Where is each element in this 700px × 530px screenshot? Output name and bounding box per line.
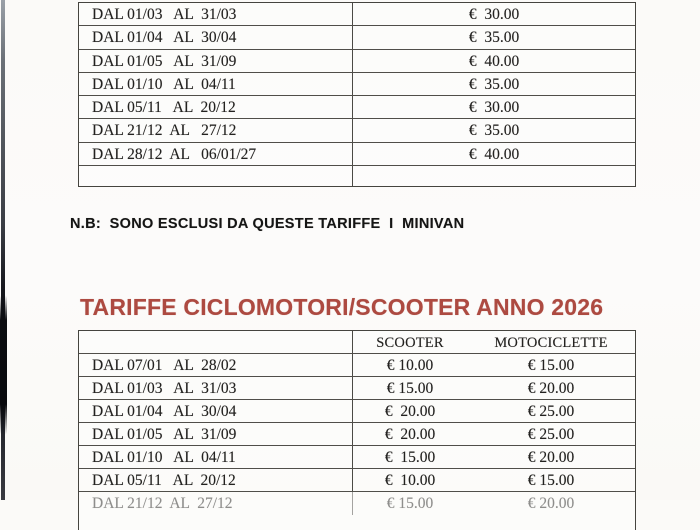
scooter-tariff-heading: TARIFFE CICLOMOTORI/SCOOTER ANNO 2026 (80, 294, 604, 320)
table-row: DAL 21/12 AL 27/12 € 15.00 € 20.00 (79, 492, 635, 515)
cell-period: DAL 21/12 AL 27/12 (79, 492, 353, 515)
cell-price: € 40.00 (468, 52, 520, 70)
cell-price: € 35.00 (468, 29, 520, 47)
scanner-edge-shadow (1, 0, 5, 500)
table-header-row: SCOOTER MOTOCICLETTE (79, 331, 635, 354)
header-cell-period (79, 331, 353, 353)
scooter-tariff-table: SCOOTER MOTOCICLETTE DAL 07/01 AL 28/02 €… (78, 330, 636, 530)
cell-price: € 35.00 (468, 122, 520, 140)
cell-price: € 30.00 (468, 6, 520, 23)
cell-period: DAL 01/04 AL 30/04 (79, 26, 353, 49)
cell-price: € 40.00 (468, 145, 520, 163)
cell-moto: € 15.00 (527, 472, 575, 489)
cell-moto: € 25.00 (527, 403, 575, 420)
cell-period: DAL 01/04 AL 30/04 (79, 400, 353, 422)
cell-period: DAL 21/12 AL 27/12 (79, 119, 353, 142)
header-cell-motociclette: MOTOCICLETTE (494, 335, 608, 351)
minivan-exclusion-note: N.B: SONO ESCLUSI DA QUESTE TARIFFE I MI… (70, 216, 465, 232)
cell-period: DAL 01/10 AL 04/11 (79, 446, 353, 468)
cell-period: DAL 05/11 AL 20/12 (79, 96, 353, 119)
cell-scooter: € 15.00 (386, 495, 434, 512)
table-row (79, 166, 635, 187)
cell-period: DAL 28/12 AL 06/01/27 (79, 142, 353, 166)
cell-moto: € 25.00 (527, 426, 575, 443)
cell-period: DAL 01/05 AL 31/09 (79, 423, 353, 445)
cell-price: € 30.00 (468, 99, 520, 117)
table-row: DAL 01/04 AL 30/04 € 20.00 € 25.00 (79, 400, 635, 423)
scanner-edge-dark-blob (0, 295, 7, 435)
table-row: DAL 21/12 AL 27/12 € 35.00 (79, 119, 635, 143)
cell-period: DAL 07/01 AL 28/02 (79, 354, 353, 376)
table-row: DAL 01/04 AL 30/04 € 35.00 (79, 26, 635, 50)
cell-scooter: € 15.00 (386, 380, 434, 397)
car-tariff-table: DAL 01/03 AL 31/03 € 30.00 DAL 01/04 AL 30… (78, 2, 636, 188)
cell-moto: € 20.00 (527, 449, 575, 466)
cell-period: DAL 01/03 AL 31/03 (79, 3, 353, 26)
cell-moto: € 20.00 (527, 380, 575, 397)
table-row: DAL 01/05 AL 31/09 € 20.00 € 25.00 (79, 423, 635, 446)
table-row: DAL 01/03 AL 31/03 € 15.00 € 20.00 (79, 377, 635, 400)
header-cell-scooter: SCOOTER (376, 335, 444, 351)
cell-period: DAL 01/05 AL 31/09 (79, 49, 353, 72)
table-row: DAL 05/11 AL 20/12 € 10.00 € 15.00 (79, 469, 635, 492)
cell-price: € 35.00 (468, 75, 520, 93)
table-row: DAL 28/12 AL 06/01/27 € 40.00 (79, 142, 635, 167)
cell-scooter: € 20.00 (384, 426, 436, 443)
cell-scooter: € 15.00 (384, 449, 436, 466)
table-row: DAL 01/05 AL 31/09 € 40.00 (79, 49, 635, 73)
cell-period: DAL 01/10 AL 04/11 (79, 72, 353, 96)
cell-period (79, 166, 353, 187)
table-row: DAL 01/03 AL 31/03 € 30.00 (79, 3, 635, 27)
table-row: DAL 05/11 AL 20/12 € 30.00 (79, 96, 635, 120)
cell-period: DAL 05/11 AL 20/12 (79, 469, 353, 491)
cell-scooter: € 10.00 (384, 472, 436, 489)
cell-scooter: € 10.00 (386, 357, 434, 374)
cell-period: DAL 01/03 AL 31/03 (79, 377, 353, 399)
table-row: DAL 01/10 AL 04/11 € 35.00 (79, 72, 635, 97)
cell-price (353, 166, 635, 186)
cell-scooter: € 20.00 (384, 403, 436, 420)
table-row: DAL 01/10 AL 04/11 € 15.00 € 20.00 (79, 446, 635, 469)
table-row: DAL 07/01 AL 28/02 € 10.00 € 15.00 (79, 354, 635, 377)
cell-moto: € 20.00 (527, 495, 575, 512)
cell-moto: € 15.00 (527, 357, 575, 374)
